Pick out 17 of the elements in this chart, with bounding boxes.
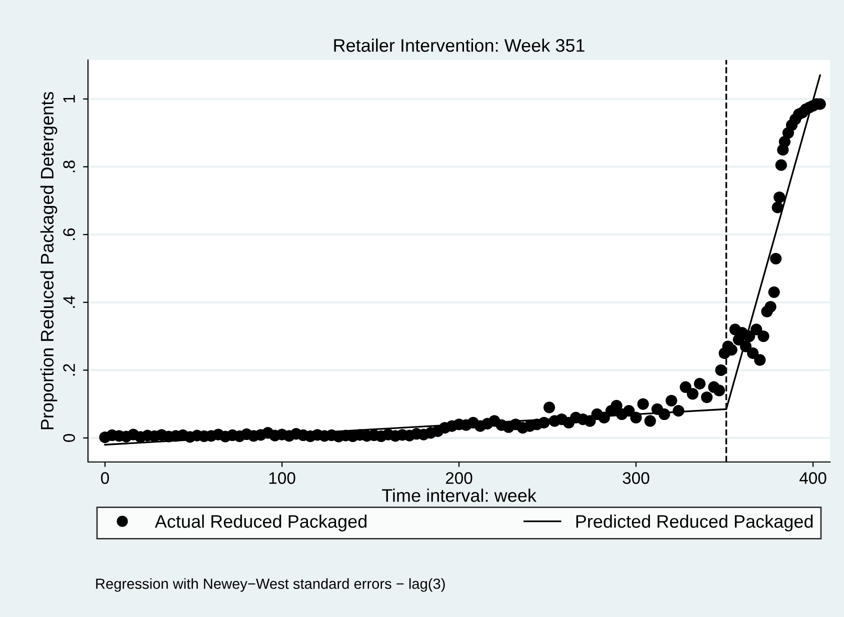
legend-label: Actual Reduced Packaged <box>154 514 366 532</box>
x-tick-label: 300 <box>622 472 650 484</box>
y-tick-label: 1 <box>63 95 75 102</box>
x-tick-label: 100 <box>269 472 296 484</box>
y-tick-label: .8 <box>63 160 75 172</box>
x-tick-label: 0 <box>101 472 109 484</box>
text: Regression with Newey−West standard errors − lag(3) <box>96 578 445 592</box>
x-tick-label: 400 <box>799 472 826 484</box>
y-tick-label: .2 <box>63 364 75 376</box>
y-tick-label: 0 <box>63 434 75 442</box>
x-tick-label: 200 <box>446 472 472 484</box>
y-axis-title: Proportion Reduced Packaged Detergents <box>40 92 58 430</box>
legend-label: Predicted Reduced Packaged <box>576 514 813 532</box>
x-axis-title: Time interval: week <box>382 488 536 502</box>
chart-title: Retailer Intervention: Week 351 <box>334 38 584 52</box>
y-tick-label: .4 <box>63 296 75 308</box>
y-tick-label: .6 <box>63 228 75 240</box>
